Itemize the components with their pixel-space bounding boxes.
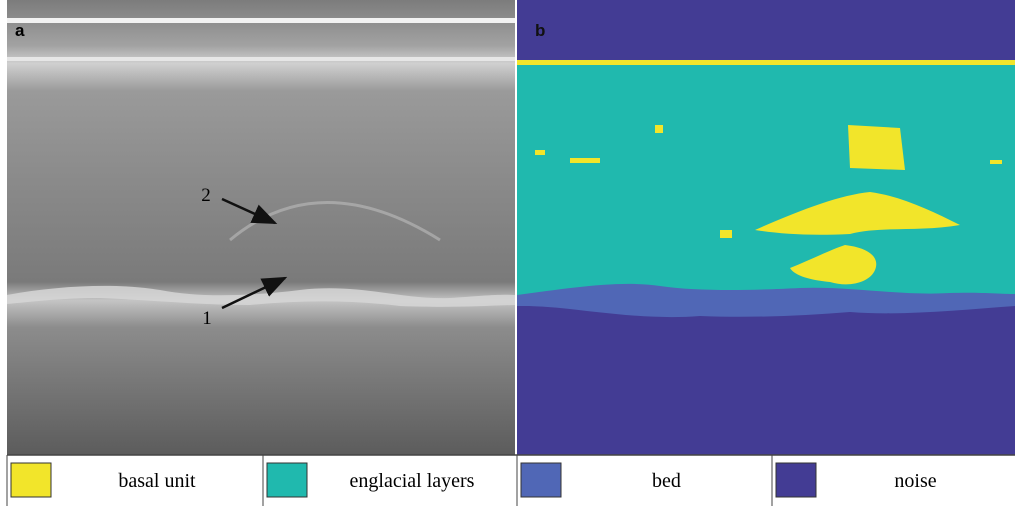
legend-swatch xyxy=(521,463,561,497)
legend-swatch xyxy=(776,463,816,497)
legend-swatch xyxy=(267,463,307,497)
legend-swatch xyxy=(11,463,51,497)
legend: basal unit englacial layers bed noise xyxy=(7,455,1015,506)
annotation: 1 xyxy=(202,308,212,329)
panel-label: a xyxy=(15,21,25,40)
panel-b: b xyxy=(517,0,1015,455)
legend-label: noise xyxy=(894,470,936,492)
panel-a: 2 1 a xyxy=(7,0,515,455)
legend-label: englacial layers xyxy=(350,470,475,492)
panel-label: b xyxy=(535,21,545,40)
legend-label: bed xyxy=(652,470,681,492)
figure: 2 1 a b basal unit englacial layers bed noi… xyxy=(0,0,1017,506)
legend-label: basal unit xyxy=(118,470,196,492)
annotation: 2 xyxy=(201,185,211,206)
